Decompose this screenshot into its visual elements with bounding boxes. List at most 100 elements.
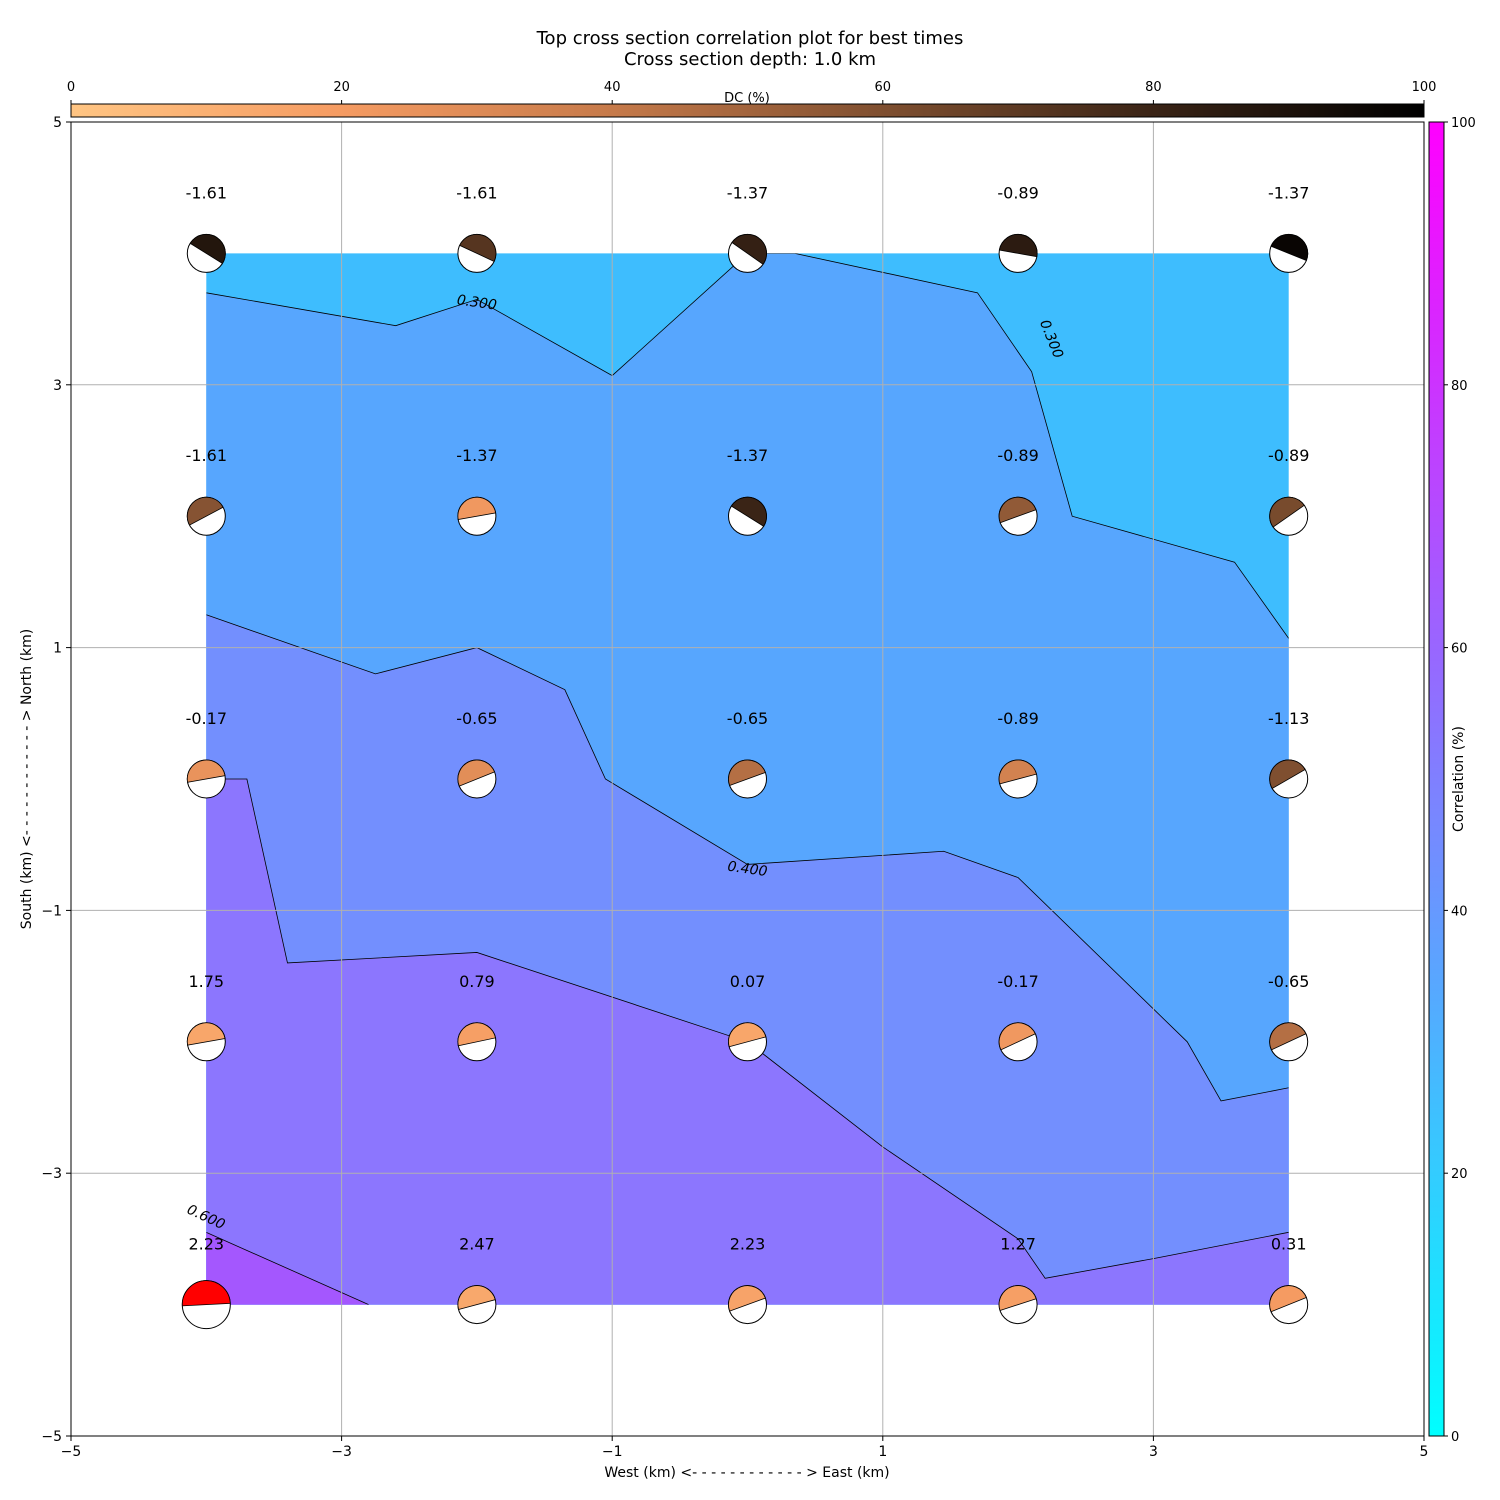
beachball-compression <box>181 1280 231 1307</box>
dc-colorbar-label: DC (%) <box>724 91 770 106</box>
grid-value-label: -0.17 <box>186 709 227 728</box>
grid-value-label: 0.79 <box>459 972 495 991</box>
grid-value-label: -1.61 <box>456 183 497 202</box>
grid-value-label: 2.47 <box>459 1235 495 1254</box>
x-tick-label: 5 <box>1420 1444 1429 1460</box>
contour-line-0.4 <box>206 614 1289 1102</box>
beachball-marker <box>457 1022 497 1062</box>
correlation-colorbar-tick-label: 20 <box>1451 1167 1468 1182</box>
grid-value-label: -0.65 <box>1268 972 1309 991</box>
beachball-marker <box>181 1280 231 1330</box>
grid-value-label: 2.23 <box>730 1235 766 1254</box>
dc-colorbar-tick-label: 60 <box>875 80 892 95</box>
beachballs: -1.61 -1.61 -1.37 -0.89 -1.37 -1.61 -1.37 -1.37… <box>181 183 1309 1330</box>
grid-value-label: -1.37 <box>456 446 497 465</box>
beachball-compression <box>186 759 226 783</box>
contour-label: 0.300 <box>456 292 498 313</box>
y-tick-label: −5 <box>41 1429 62 1445</box>
beachball-marker <box>998 1022 1038 1062</box>
beachball-marker <box>728 496 767 536</box>
correlation-colorbar-tick-label: 0 <box>1451 1430 1459 1445</box>
grid-value-label: 2.23 <box>188 1235 224 1254</box>
dc-colorbar: 0 20 40 60 80 100 <box>67 80 1437 118</box>
x-tick-label: −3 <box>331 1444 352 1460</box>
beachball-marker <box>457 233 497 273</box>
beachball-marker <box>728 233 767 273</box>
beachball-compression <box>728 1022 767 1048</box>
correlation-colorbar-label: Correlation (%) <box>1451 726 1467 832</box>
beachball-compression <box>998 759 1037 785</box>
beachball-compression <box>459 234 497 262</box>
grid-value-label: 1.75 <box>188 972 224 991</box>
plot-frame <box>70 121 1425 1437</box>
beachball-marker <box>457 759 497 799</box>
axis-ticks: −5 −3 −1 1 3 5 −5 −3 −1 1 3 5 <box>41 115 1428 1460</box>
contour-line-0.5 <box>206 778 1289 1279</box>
grid-value-label: -1.61 <box>186 446 227 465</box>
contour-line-0.3 <box>206 253 1289 639</box>
beachball-compression <box>731 234 767 265</box>
beachball-marker <box>728 1022 767 1062</box>
y-tick-label: −3 <box>41 1166 62 1182</box>
grid-value-label: -0.17 <box>997 972 1038 991</box>
x-axis-label: West (km) <- - - - - - - - - - - - > Eas… <box>604 1465 889 1481</box>
beachball-compression <box>186 496 224 526</box>
contour-label-group: 0.400 <box>726 859 768 880</box>
grid-value-label: -1.37 <box>1268 183 1309 202</box>
chart-title: Top cross section correlation plot for b… <box>536 28 964 49</box>
beachball-compression <box>1269 1285 1307 1313</box>
beachball-compression <box>1269 759 1306 790</box>
grid-value-label: -1.61 <box>186 183 227 202</box>
grid-value-label: -0.65 <box>456 709 497 728</box>
beachball-compression <box>1270 234 1309 262</box>
beachball-marker <box>998 1285 1038 1325</box>
grid-value-label: -1.37 <box>727 183 768 202</box>
grid-value-label: 0.07 <box>730 972 766 991</box>
dc-colorbar-tick-label: 80 <box>1145 80 1162 95</box>
beachball-marker <box>186 1022 226 1062</box>
correlation-colorbar-tick-label: 80 <box>1451 379 1468 394</box>
dc-colorbar-bar <box>70 103 1425 118</box>
grid-value-label: -0.89 <box>1268 446 1309 465</box>
x-tick-label: 3 <box>1149 1444 1158 1460</box>
beachball-compression <box>1269 497 1305 528</box>
y-tick-label: −1 <box>41 903 62 919</box>
grid-value-label: -0.65 <box>727 709 768 728</box>
grid-value-label: -0.89 <box>997 183 1038 202</box>
beachball-compression <box>189 234 226 265</box>
grid-value-label: -1.13 <box>1268 709 1309 728</box>
beachball-marker <box>186 759 226 799</box>
grid-value-label: 1.27 <box>1000 1235 1036 1254</box>
grid-value-label: 0.31 <box>1271 1235 1307 1254</box>
y-tick-label: 5 <box>53 115 62 131</box>
beachball-compression <box>186 1022 226 1046</box>
beachball-marker <box>457 1285 497 1325</box>
beachball-marker <box>1269 233 1309 273</box>
beachball-compression <box>728 1285 766 1312</box>
y-axis-label: South (km) <- - - - - - - - - - - - > No… <box>19 629 35 929</box>
correlation-colorbar-tick-label: 60 <box>1451 642 1468 657</box>
beachball-compression <box>730 496 767 527</box>
dc-colorbar-tick-label: 20 <box>333 80 350 95</box>
beachball-compression <box>457 496 497 520</box>
correlation-colorbar-tick-label: 40 <box>1451 904 1468 919</box>
beachball-marker <box>728 1285 767 1325</box>
dc-colorbar-tick-label: 0 <box>67 80 75 95</box>
correlation-colorbar: 0 20 40 60 80 100 <box>1428 116 1476 1445</box>
beachball-compression <box>998 234 1038 258</box>
correlation-colorbar-bar <box>1428 121 1445 1437</box>
beachball-marker <box>998 233 1038 273</box>
beachball-marker <box>457 496 497 536</box>
beachball-compression <box>457 1285 496 1311</box>
contour-label-group: 0.300 <box>456 292 498 313</box>
dc-colorbar-tick-label: 100 <box>1412 80 1437 95</box>
beachball-marker <box>1269 1285 1309 1325</box>
x-tick-label: 1 <box>878 1444 887 1460</box>
y-tick-label: 3 <box>53 378 62 394</box>
beachball-compression <box>457 1022 496 1047</box>
beachball-compression <box>998 1022 1036 1051</box>
beachball-compression <box>457 759 496 787</box>
y-tick-label: 1 <box>53 641 62 657</box>
beachball-compression <box>998 497 1037 524</box>
